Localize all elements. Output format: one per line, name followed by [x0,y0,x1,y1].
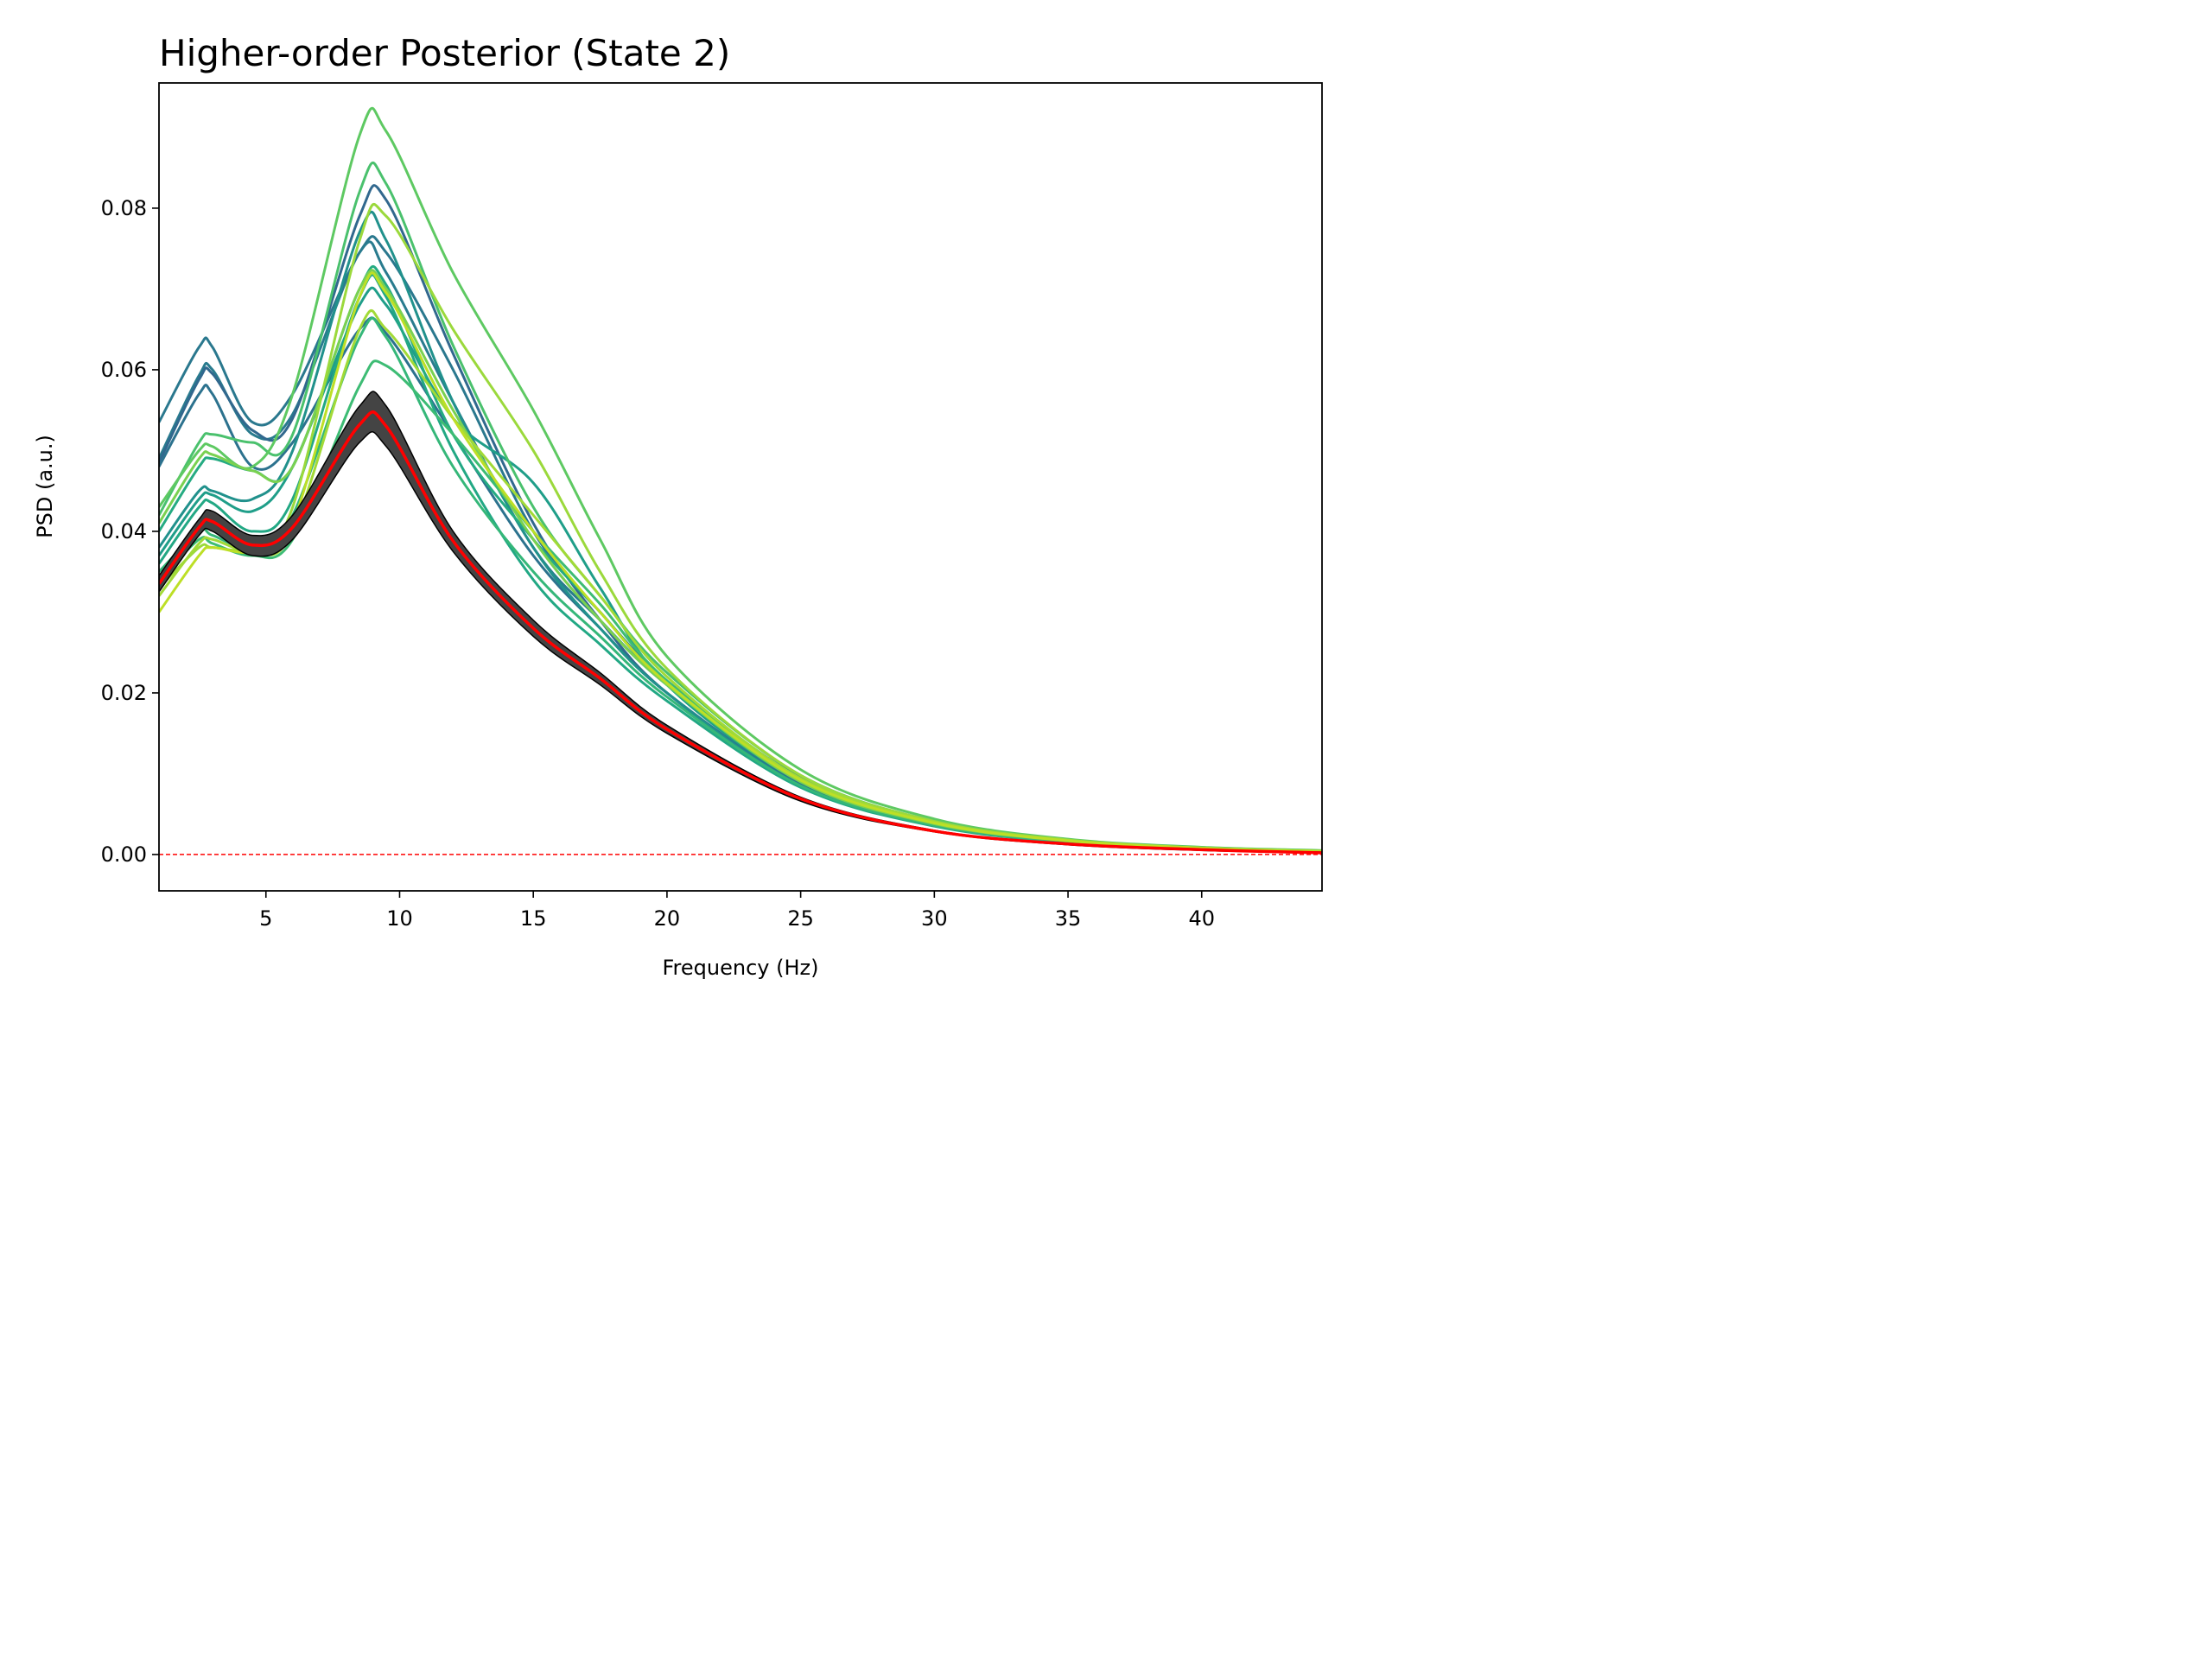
axes: 5 10 15 20 25 30 35 40 0.00 0.02 0.04 0.06 0.08 [101,82,1323,931]
x-tick-label: 15 [520,906,547,931]
y-tick-label: 0.08 [101,196,147,220]
x-axis-label: Frequency (Hz) [663,956,819,980]
x-tick-label: 30 [921,906,948,931]
plot-area [159,106,1322,855]
y-tick-label: 0.02 [101,681,147,705]
mean-line [159,410,1322,855]
x-tick-label: 40 [1188,906,1215,931]
x-tick-label: 20 [654,906,681,931]
y-tick-label: 0.00 [101,842,147,867]
x-tick-label: 25 [787,906,814,931]
plot-frame [158,82,1323,892]
mean-confidence-band [159,391,1322,854]
x-tick-label: 10 [386,906,413,931]
chart-title: Higher-order Posterior (State 2) [159,32,730,74]
x-tick-label: 35 [1055,906,1082,931]
series-line-12 [159,106,1322,852]
x-tick-label: 5 [259,906,272,931]
chart-background [0,0,1355,995]
psd-chart: Higher-order Posterior (State 2) 5 10 15 20… [0,0,1355,995]
y-axis-label: PSD (a.u.) [33,435,57,538]
y-tick-label: 0.04 [101,519,147,543]
y-tick-label: 0.06 [101,358,147,382]
